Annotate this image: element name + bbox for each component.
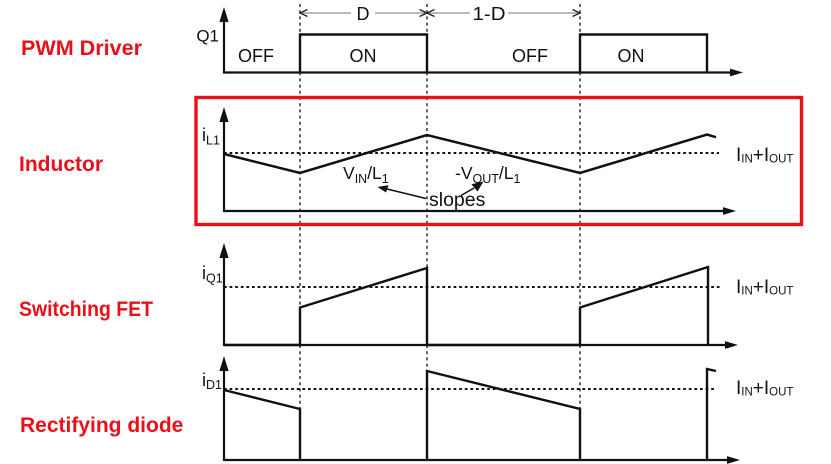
svg-text:ON: ON xyxy=(350,46,377,66)
svg-text:Inductor: Inductor xyxy=(19,153,103,176)
svg-text:OFF: OFF xyxy=(512,46,548,66)
svg-text:OFF: OFF xyxy=(238,46,274,66)
svg-text:VIN/L1: VIN/L1 xyxy=(343,163,389,186)
svg-text:iD1: iD1 xyxy=(202,370,222,392)
svg-text:IIN+IOUT: IIN+IOUT xyxy=(736,378,793,399)
svg-text:1-D: 1-D xyxy=(473,4,506,24)
svg-text:iL1: iL1 xyxy=(202,125,220,148)
svg-text:IIN+IOUT: IIN+IOUT xyxy=(736,145,793,166)
svg-text:-VOUT/L1: -VOUT/L1 xyxy=(455,163,521,186)
svg-text:Rectifying diode: Rectifying diode xyxy=(20,414,183,437)
svg-text:ON: ON xyxy=(618,46,645,66)
svg-text:D: D xyxy=(357,4,370,24)
svg-text:IIN+IOUT: IIN+IOUT xyxy=(736,277,793,298)
svg-text:iQ1: iQ1 xyxy=(202,263,223,286)
svg-text:PWM Driver: PWM Driver xyxy=(21,37,142,60)
svg-text:Switching FET: Switching FET xyxy=(19,298,153,321)
svg-text:slopes: slopes xyxy=(429,189,486,211)
svg-text:Q1: Q1 xyxy=(196,27,219,46)
